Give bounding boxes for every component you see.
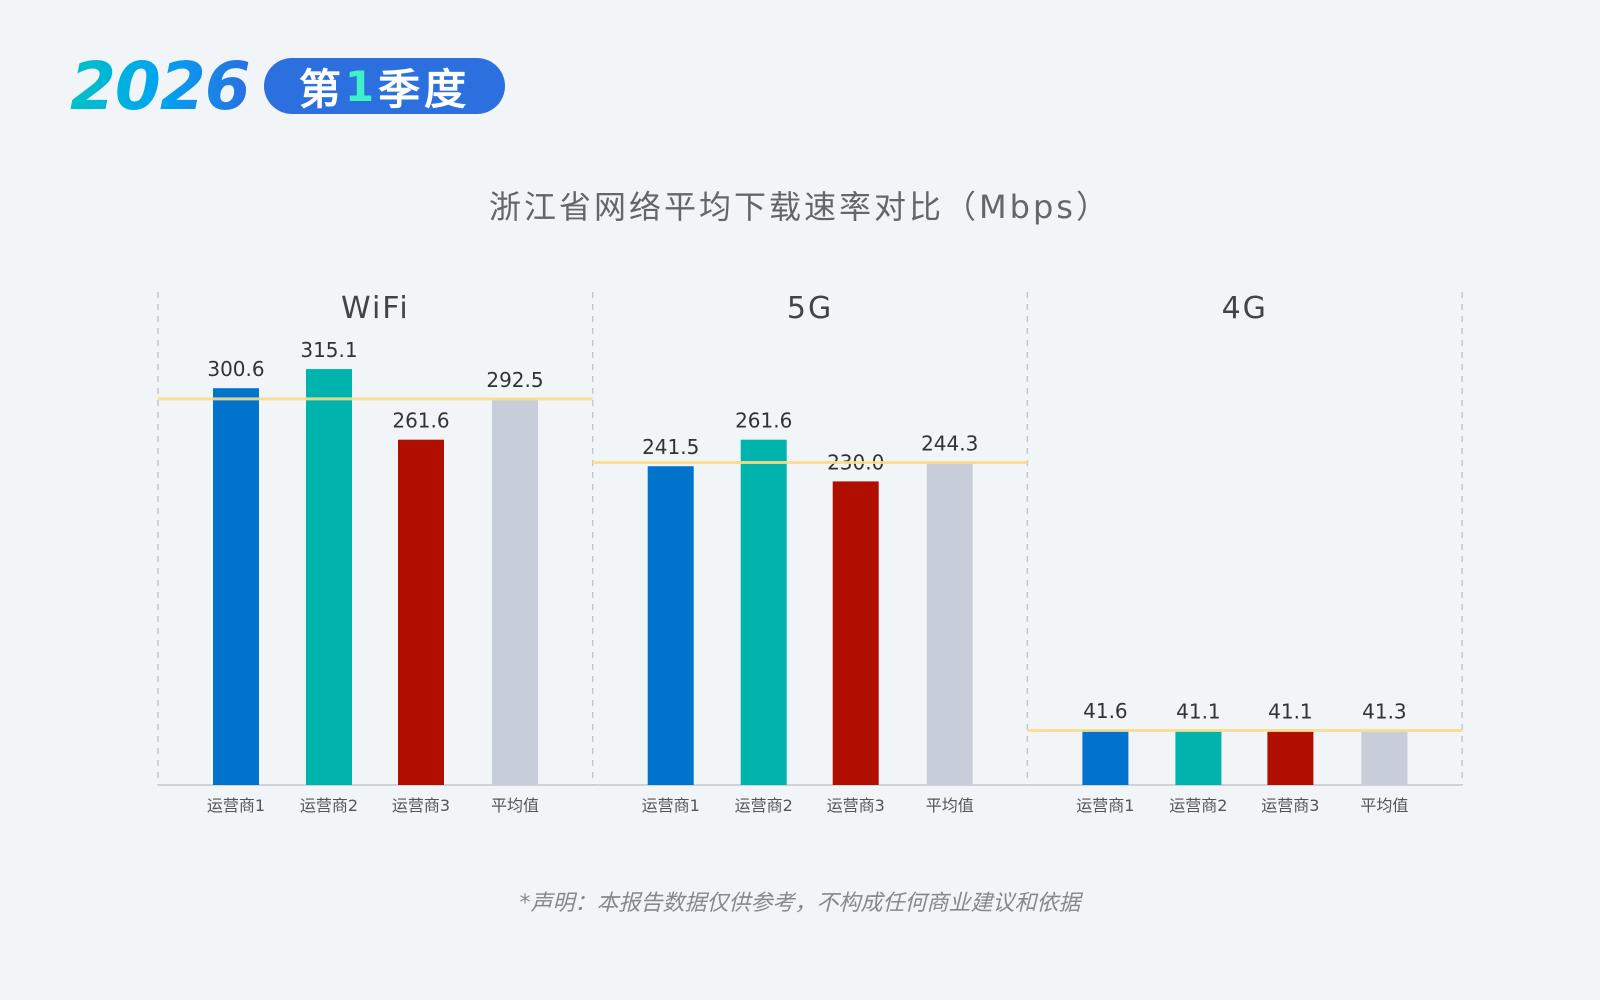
- category-label: 平均值: [1360, 796, 1408, 815]
- category-label: 运营商3: [1261, 796, 1319, 815]
- category-label: 运营商2: [735, 796, 793, 815]
- panel-title-4g: 4G: [1222, 291, 1268, 326]
- category-label: 运营商1: [1076, 796, 1134, 815]
- data-label: 292.5: [486, 368, 543, 392]
- bar-5g-2: [740, 439, 787, 785]
- chart-title: 浙江省网络平均下载速率对比（Mbps）: [489, 188, 1111, 226]
- bar-wifi-1: [213, 388, 259, 785]
- bar-wifi-2: [306, 369, 352, 785]
- category-label: 运营商3: [827, 796, 885, 815]
- data-label: 41.1: [1176, 700, 1221, 724]
- data-label: 241.5: [642, 435, 699, 459]
- category-label: 运营商3: [392, 796, 450, 815]
- quarter-badge: 第 1 季度: [264, 58, 505, 114]
- category-label: 平均值: [491, 796, 539, 815]
- bar-wifi-4: [492, 398, 538, 785]
- category-label: 运营商1: [642, 796, 700, 815]
- data-label: 41.3: [1362, 699, 1407, 723]
- bar-5g-1: [647, 466, 694, 785]
- category-label: 运营商1: [207, 796, 265, 815]
- panel-title-5g: 5G: [787, 291, 833, 326]
- quarter-prefix: 第: [298, 64, 345, 114]
- data-label: 41.6: [1083, 699, 1128, 723]
- bar-5g-4: [926, 462, 973, 785]
- bar-4g-2: [1175, 730, 1222, 785]
- disclaimer: *声明：本报告数据仅供参考，不构成任何商业建议和依据: [519, 891, 1081, 916]
- bar-4g-3: [1267, 730, 1314, 785]
- year-label: 2026: [70, 48, 251, 125]
- bar-4g-1: [1082, 730, 1129, 785]
- panel-title-wifi: WiFi: [341, 291, 410, 326]
- data-label: 261.6: [735, 409, 792, 433]
- category-label: 运营商2: [300, 796, 358, 815]
- data-label: 315.1: [300, 338, 357, 362]
- bar-5g-3: [832, 481, 879, 785]
- category-label: 平均值: [926, 796, 974, 815]
- bar-4g-4: [1361, 730, 1408, 785]
- quarter-suffix: 季度: [378, 64, 471, 114]
- data-label: 300.6: [207, 357, 264, 381]
- data-label: 244.3: [921, 432, 978, 456]
- data-label: 261.6: [392, 409, 449, 433]
- bar-wifi-3: [398, 439, 444, 785]
- data-label: 41.1: [1268, 700, 1313, 724]
- category-label: 运营商2: [1169, 796, 1227, 815]
- quarter-number: 1: [344, 61, 379, 111]
